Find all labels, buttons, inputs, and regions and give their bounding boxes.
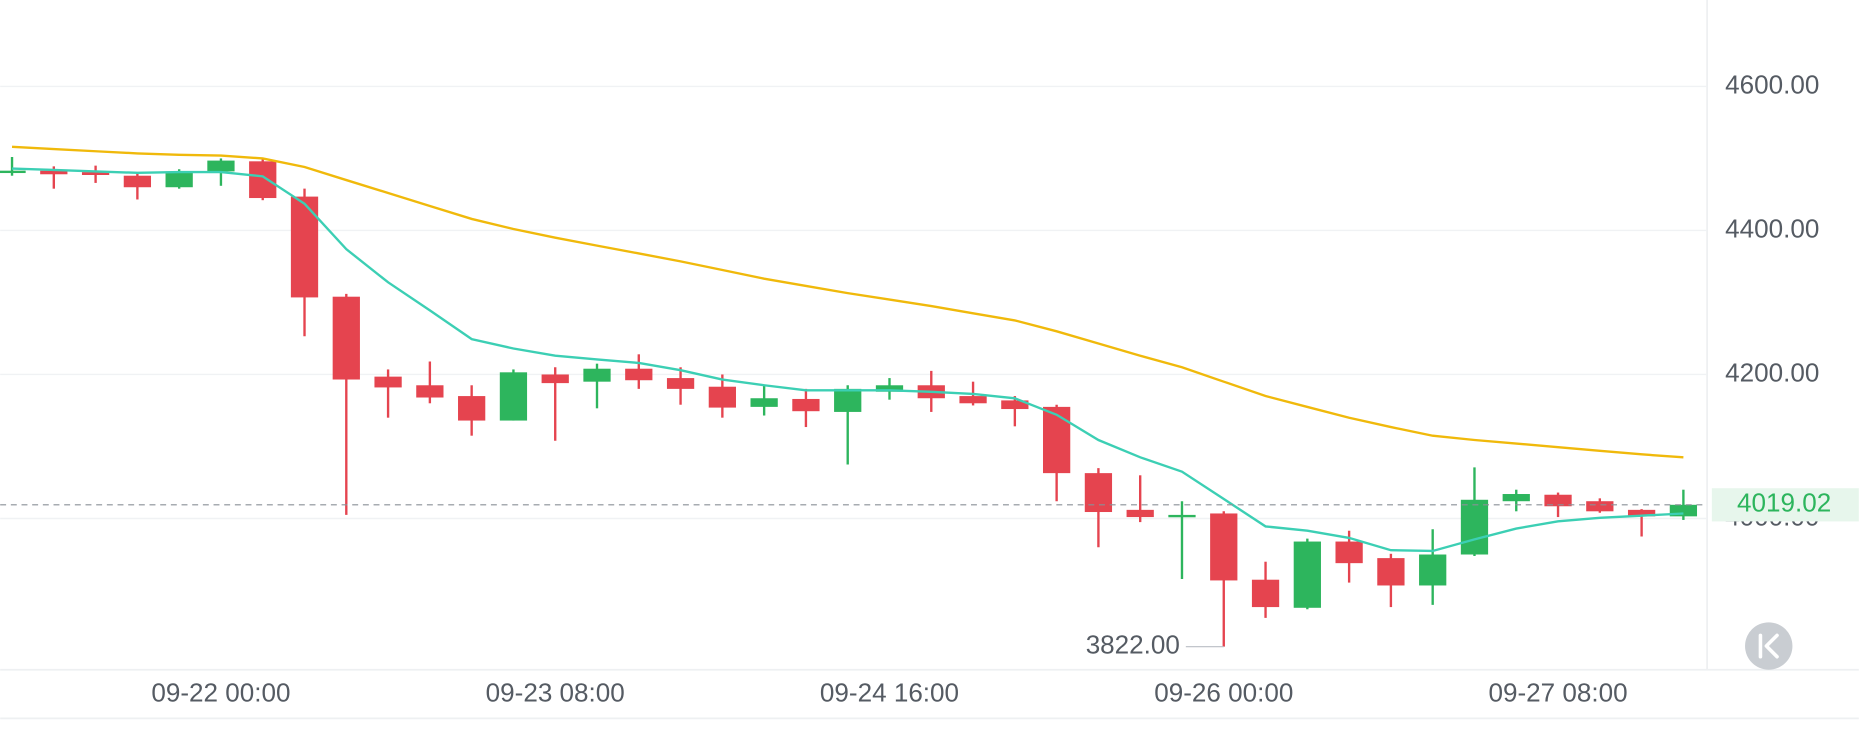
y-tick-label: 4200.00 bbox=[1725, 357, 1819, 387]
candle-body bbox=[750, 398, 778, 407]
candle-body bbox=[1544, 494, 1572, 507]
x-tick-label: 09-26 00:00 bbox=[1154, 678, 1293, 708]
candle-body bbox=[458, 396, 486, 421]
candle-body bbox=[834, 388, 862, 412]
candle-body bbox=[416, 385, 444, 398]
y-tick-label: 4400.00 bbox=[1725, 213, 1819, 243]
candle-body bbox=[1502, 494, 1530, 502]
candle-body bbox=[666, 378, 695, 389]
candle-body bbox=[1042, 406, 1071, 474]
x-tick-label: 09-22 00:00 bbox=[151, 678, 290, 708]
candle-body bbox=[1126, 509, 1154, 518]
moving-average-line bbox=[11, 167, 1684, 553]
candle-body bbox=[0, 170, 26, 174]
candle-body bbox=[1460, 499, 1489, 555]
overlay: 3822.00 4019.02 bbox=[0, 488, 1859, 660]
candle-body bbox=[1084, 473, 1113, 513]
candle-body bbox=[959, 396, 987, 404]
candle-body bbox=[1377, 558, 1405, 586]
candle-body bbox=[1251, 579, 1280, 608]
candle-body bbox=[1001, 400, 1029, 410]
candle-body bbox=[541, 374, 569, 384]
x-tick-label: 09-24 16:00 bbox=[820, 678, 959, 708]
low-marker-label: 3822.00 bbox=[1086, 630, 1180, 660]
x-tick-label: 09-27 08:00 bbox=[1488, 678, 1627, 708]
candle-body bbox=[625, 368, 653, 381]
candle-body bbox=[1210, 513, 1238, 581]
candle-body bbox=[1627, 509, 1656, 517]
candle-body bbox=[1419, 554, 1447, 586]
last-price-label: 4019.02 bbox=[1737, 488, 1831, 518]
candle-body bbox=[1168, 514, 1196, 518]
candle-body bbox=[1669, 504, 1698, 517]
collapse-button[interactable] bbox=[1745, 622, 1793, 670]
candle-body bbox=[165, 171, 193, 188]
candle-body bbox=[875, 385, 904, 392]
plot bbox=[0, 145, 1698, 647]
candle-body bbox=[708, 386, 736, 408]
candle-body bbox=[249, 161, 277, 199]
candle-body bbox=[40, 170, 68, 175]
candle-body bbox=[207, 160, 235, 172]
candle-body bbox=[374, 376, 402, 388]
candle-body bbox=[123, 175, 152, 188]
candle-body bbox=[81, 172, 110, 175]
moving-average-line bbox=[11, 145, 1684, 459]
grid-layer bbox=[0, 85, 1708, 520]
candle-body bbox=[1335, 541, 1363, 564]
x-tick-label: 09-23 08:00 bbox=[486, 678, 625, 708]
last-price-badge bbox=[1711, 488, 1859, 522]
y-tick-label: 4600.00 bbox=[1725, 69, 1819, 99]
candle-body bbox=[1586, 501, 1614, 512]
candle-body bbox=[792, 398, 820, 412]
candle-body bbox=[1293, 541, 1321, 608]
candle-body bbox=[290, 196, 319, 298]
candle-body bbox=[583, 368, 611, 382]
candle-body bbox=[499, 372, 528, 421]
candle-body bbox=[332, 296, 360, 380]
collapse-icon-chevron bbox=[1764, 633, 1779, 659]
